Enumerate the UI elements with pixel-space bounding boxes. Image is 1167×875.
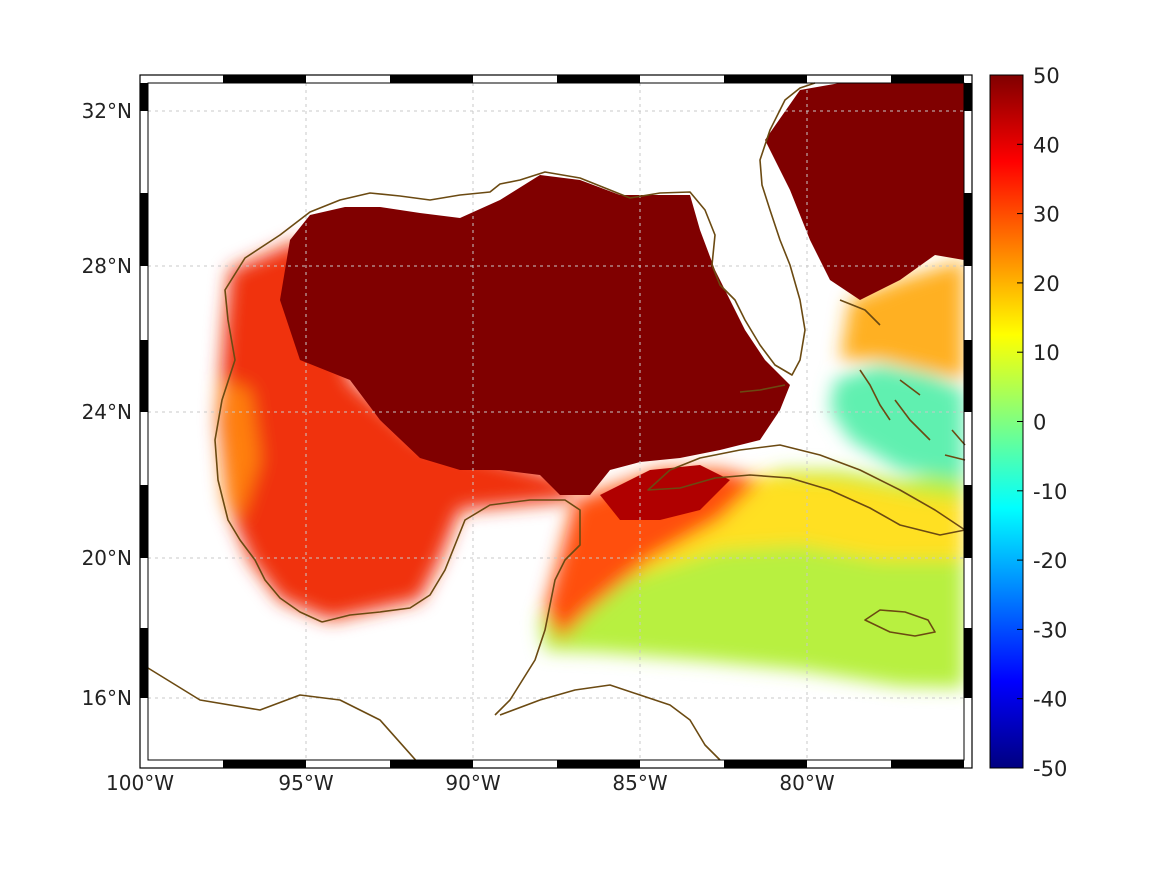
- bahamas-field: [830, 365, 964, 480]
- y-tick-label: 20°N: [82, 546, 132, 570]
- colorbar-tick-label: -50: [1033, 757, 1067, 781]
- x-tick-label: 90°W: [445, 771, 500, 795]
- atlantic-field: [765, 83, 964, 300]
- bahamas-outline: [839, 299, 931, 441]
- colorbar-tick-label: -40: [1033, 688, 1067, 712]
- yucatan-coast: [321, 499, 581, 716]
- colorbar-tick-label: -20: [1033, 549, 1067, 573]
- colorbar-tick-label: 0: [1033, 411, 1046, 435]
- florida-keys: [739, 384, 786, 393]
- grid-lines: [148, 83, 964, 760]
- east-bahamas-field: [840, 260, 964, 380]
- x-tick-label: 80°W: [779, 771, 834, 795]
- colorbar-tick-label: -30: [1033, 618, 1067, 642]
- western-gulf-orange: [222, 380, 260, 520]
- y-tick-labels: 32°N 28°N 24°N 20°N 16°N: [82, 99, 132, 710]
- jamaica-outline: [864, 609, 936, 637]
- colorbar-tick-label: 20: [1033, 272, 1060, 296]
- y-tick-label: 32°N: [82, 99, 132, 123]
- x-tick-label: 100°W: [106, 771, 174, 795]
- axes-border: [139, 74, 973, 769]
- colorbar-tick-label: 40: [1033, 133, 1060, 157]
- central-america-coast: [499, 684, 721, 761]
- yucatan-orange: [545, 470, 760, 640]
- x-tick-label: 85°W: [612, 771, 667, 795]
- colorbar-tick-label: 50: [1033, 64, 1060, 88]
- yucatan-dark: [600, 465, 730, 520]
- colorbar: 50 40 30 20 10 0 -10 -20 -30 -40 -50: [989, 64, 1067, 781]
- colorbar-ticks: 50 40 30 20 10 0 -10 -20 -30 -40 -50: [1017, 64, 1067, 781]
- colorbar-tick-label: 30: [1033, 203, 1060, 227]
- gulf-coast: [147, 82, 816, 766]
- colorbar-tick-label: -10: [1033, 480, 1067, 504]
- x-tick-label: 95°W: [278, 771, 333, 795]
- hispaniola-edge: [944, 429, 966, 461]
- northern-gulf-field: [280, 175, 790, 495]
- y-tick-label: 28°N: [82, 254, 132, 278]
- axes-frame: [140, 75, 972, 768]
- y-tick-label: 24°N: [82, 400, 132, 424]
- x-tick-labels: 100°W 95°W 90°W 85°W 80°W: [106, 771, 835, 795]
- y-tick-label: 16°N: [82, 686, 132, 710]
- colorbar-tick-label: 10: [1033, 341, 1060, 365]
